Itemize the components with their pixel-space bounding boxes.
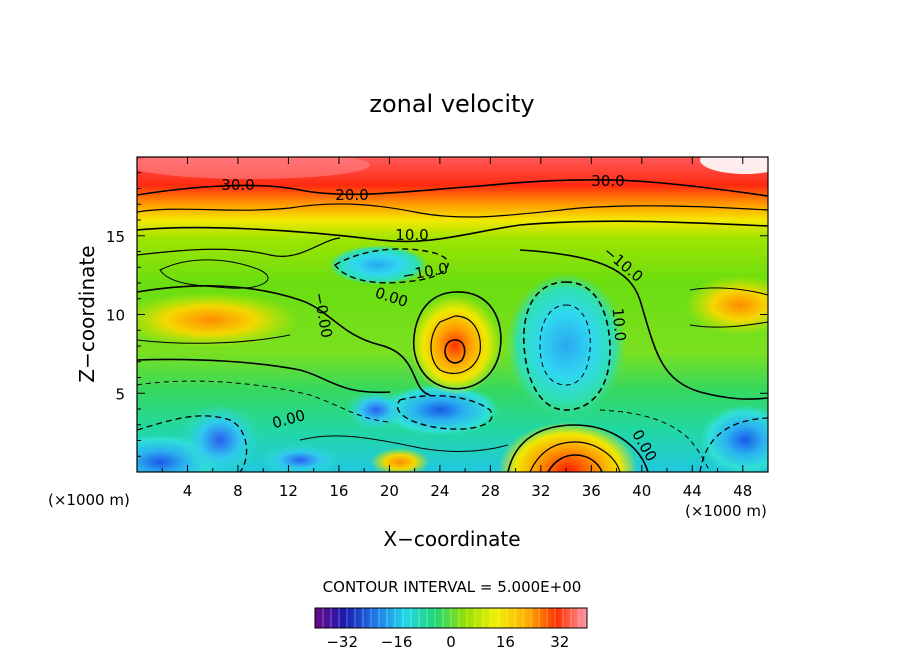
colorbar-stripes (322, 608, 580, 628)
neg-eddy-center (506, 273, 626, 417)
x-unit-label: (×1000 m) (685, 502, 767, 520)
heatmap-field (137, 157, 768, 472)
x-tick-label: 20 (380, 482, 399, 500)
contour-10 (137, 220, 768, 243)
colorbar-frame (314, 607, 588, 629)
contour-right-low-dashed (599, 409, 711, 472)
peak-top-right (700, 157, 768, 174)
y-tick-label: 15 (106, 228, 125, 246)
contour-neg-eddy-inner (539, 304, 591, 386)
x-tick-label: 44 (683, 482, 702, 500)
contour-pos-eddy-outer (413, 291, 502, 390)
contour-bottom-mid (299, 435, 509, 452)
y-tick-label: 10 (106, 307, 125, 325)
neg-patch-lower-mid-2 (346, 390, 406, 430)
pos-patch-bottom (370, 448, 430, 472)
contour-20 (137, 203, 768, 218)
contour-neg-eddy-outer (523, 281, 611, 411)
contour-left-mid (137, 334, 291, 344)
contour-pos-eddy-inner (444, 339, 466, 364)
x-axis-label: X−coordinate (383, 527, 520, 551)
contour-label: 20.0 (335, 186, 368, 204)
colorbar-gradient (315, 608, 587, 628)
x-tick-label: 28 (481, 482, 500, 500)
contour-right-lower (689, 321, 768, 328)
peak-top-left (137, 157, 370, 179)
contour-left-low-dashed (137, 380, 391, 423)
contour-30-a (137, 179, 768, 197)
contour-label: 10.0 (609, 307, 630, 342)
x-tick-label: 36 (582, 482, 601, 500)
y-tick-label: 5 (115, 385, 125, 403)
y-axis-ticks: 5 10 15 (106, 172, 768, 457)
contour-pos-bottom-outer (507, 424, 649, 472)
contour-left-band (137, 237, 341, 257)
colorbar-tick-label: 16 (496, 633, 515, 651)
contour-neg-lower-mid (396, 395, 493, 430)
contour-left-upper (159, 259, 269, 289)
colorbar-tick-label: 32 (550, 633, 569, 651)
chart-title: zonal velocity (369, 90, 534, 118)
contour-0-right (519, 249, 768, 400)
y-unit-label: (×1000 m) (48, 491, 130, 509)
x-tick-label: 12 (279, 482, 298, 500)
neg-patch-left-2 (180, 404, 260, 472)
x-tick-label: 16 (329, 482, 348, 500)
contour-neg-left-bottom (137, 415, 248, 472)
contour-neg-right-bottom (699, 417, 768, 472)
contour-interval-text: CONTOUR INTERVAL = 5.000E+00 (323, 578, 582, 596)
pos-eddy-center (410, 295, 500, 395)
contour-neg-upper (333, 248, 449, 284)
contour-label: 30.0 (221, 176, 254, 194)
x-tick-label: 32 (531, 482, 550, 500)
x-tick-label: 24 (430, 482, 449, 500)
colorbar-tick-labels: −32 −16 0 16 32 (326, 633, 569, 651)
contour-pos-bottom-inner (547, 454, 603, 472)
colorbar-tick-label: −16 (381, 633, 413, 651)
x-tick-label: 8 (233, 482, 243, 500)
contour-right-upper (689, 287, 768, 296)
neg-patch-right-bottom (700, 405, 768, 472)
pos-patch-left (137, 292, 300, 348)
colorbar-tick-label: 0 (446, 633, 456, 651)
x-tick-label: 40 (632, 482, 651, 500)
x-tick-label: 48 (733, 482, 752, 500)
contour-pos-bottom-mid (529, 441, 621, 472)
colorbar: −32 −16 0 16 32 (314, 607, 588, 651)
contour-label: 30.0 (591, 172, 624, 190)
x-axis-ticks: 4 8 12 16 20 24 28 32 36 40 44 48 (161, 157, 752, 500)
y-axis-label: Z−coordinate (75, 245, 99, 382)
contour-label: 10.0 (395, 226, 428, 244)
contour-pos-eddy-mid (430, 315, 481, 374)
contour-lines (137, 179, 768, 472)
neg-patch-bottom-mid (260, 444, 340, 472)
neg-eddy-upper (328, 245, 428, 285)
colorbar-tick-label: −32 (326, 633, 358, 651)
x-tick-label: 4 (183, 482, 193, 500)
neg-patch-lower-mid (380, 384, 500, 436)
contour-0-low (137, 358, 391, 394)
